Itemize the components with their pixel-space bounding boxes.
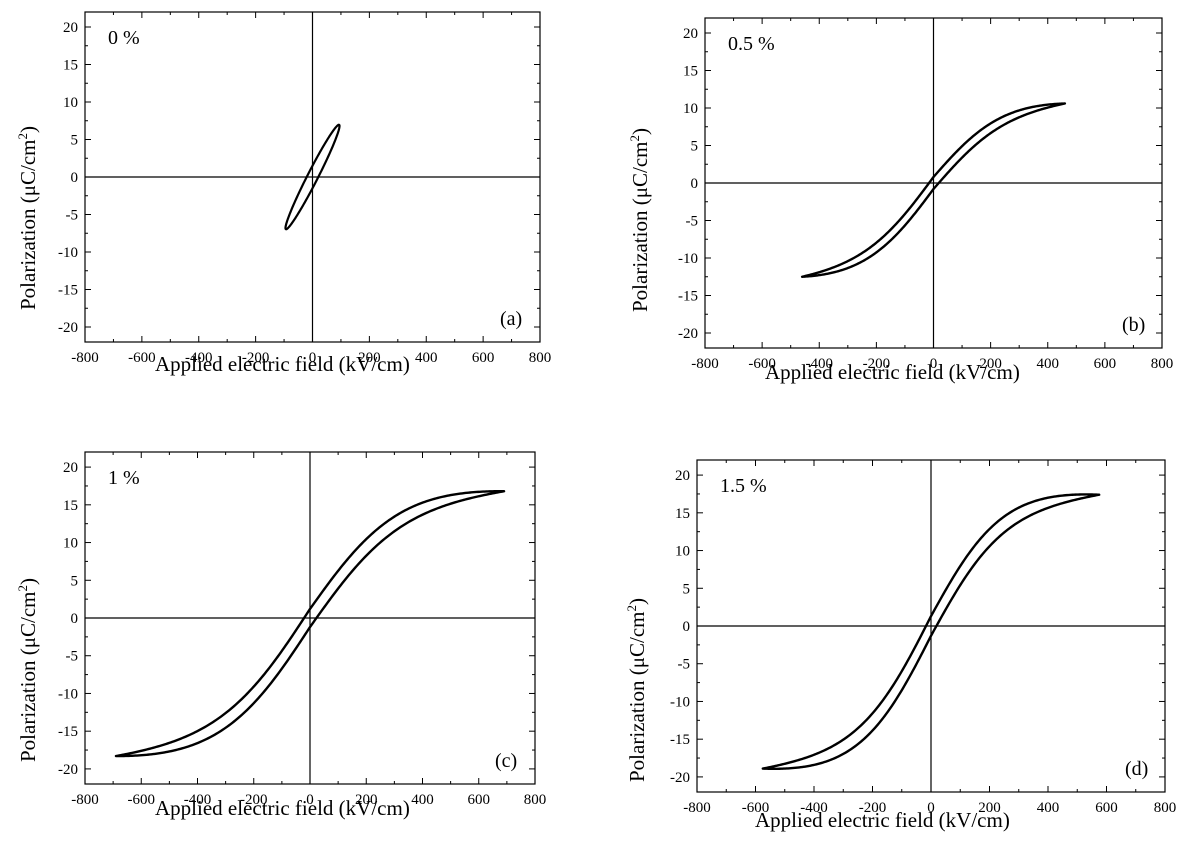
x-tick-label: 600 — [472, 350, 495, 366]
x-tick-label: -800 — [71, 792, 99, 808]
y-tick-label: -15 — [670, 732, 690, 748]
doping-annotation: 0.5 % — [728, 33, 775, 55]
x-tick-label: 800 — [524, 792, 547, 808]
y-tick-label: 5 — [71, 573, 79, 589]
y-tick-label: -5 — [678, 657, 691, 673]
x-tick-label: 400 — [1037, 356, 1060, 372]
x-tick-label: -400 — [800, 800, 828, 816]
x-tick-label: 200 — [358, 350, 381, 366]
y-tick-label: -10 — [58, 245, 78, 261]
y-tick-label: 0 — [683, 619, 691, 635]
doping-annotation: 0 % — [108, 27, 140, 49]
x-tick-label: -600 — [128, 792, 156, 808]
x-tick-label: 800 — [1154, 800, 1177, 816]
x-tick-label: -200 — [863, 356, 891, 372]
x-tick-label: -800 — [71, 350, 99, 366]
x-tick-label: 400 — [1037, 800, 1060, 816]
y-tick-label: -5 — [686, 214, 699, 230]
x-tick-label: -200 — [240, 792, 268, 808]
x-tick-label: 600 — [1094, 356, 1117, 372]
x-tick-label: -800 — [691, 356, 719, 372]
y-tick-label: 10 — [63, 536, 78, 552]
x-tick-label: -400 — [185, 350, 213, 366]
hysteresis-loop — [800, 102, 1067, 278]
y-tick-label: 5 — [683, 581, 691, 597]
panel-label: (b) — [1122, 314, 1145, 336]
y-tick-label: -5 — [66, 208, 79, 224]
y-axis-label: Polarization (μC/cm2) — [15, 126, 40, 310]
x-tick-label: 0 — [309, 350, 317, 366]
y-tick-label: 20 — [63, 20, 78, 36]
y-tick-label: -20 — [678, 326, 698, 342]
y-tick-label: -15 — [58, 724, 78, 740]
y-tick-label: -15 — [678, 289, 698, 305]
x-tick-label: -800 — [683, 800, 711, 816]
y-tick-label: 20 — [683, 26, 698, 42]
plot-d: -800 -600 -400 -200 0 200 400 600 800 20 15 10 5 0 -5 -… — [670, 459, 1176, 816]
x-axis-label: Applied electric field (kV/cm) — [155, 352, 410, 376]
x-tick-label: 400 — [415, 350, 438, 366]
x-tick-label: 600 — [1095, 800, 1118, 816]
y-axis-label: Polarization (μC/cm2) — [15, 578, 40, 762]
x-tick-label: -200 — [859, 800, 887, 816]
y-tick-label: -10 — [58, 686, 78, 702]
x-tick-label: 400 — [411, 792, 434, 808]
y-tick-label: -10 — [678, 251, 698, 267]
x-tick-label: 0 — [927, 800, 935, 816]
plot-a: -800 -600 -400 -200 0 200 400 600 800 20 15 10 5 0 -5 -… — [58, 11, 551, 366]
x-tick-label: 800 — [1151, 356, 1174, 372]
x-tick-label: -400 — [184, 792, 212, 808]
x-tick-label: 600 — [468, 792, 491, 808]
x-axis-label: Applied electric field (kV/cm) — [765, 360, 1020, 384]
x-tick-label: -600 — [128, 350, 156, 366]
panel-label: (c) — [495, 750, 517, 772]
x-tick-label: 0 — [306, 792, 314, 808]
x-tick-label: 200 — [978, 800, 1001, 816]
x-tick-label: 200 — [979, 356, 1002, 372]
y-tick-label: -15 — [58, 283, 78, 299]
x-tick-label: -400 — [806, 356, 834, 372]
x-tick-label: -600 — [748, 356, 776, 372]
y-tick-label: -10 — [670, 694, 690, 710]
x-tick-label: 200 — [355, 792, 378, 808]
y-tick-label: 0 — [691, 176, 699, 192]
y-tick-label: 5 — [71, 133, 79, 149]
y-axis-label: Polarization (μC/cm2) — [624, 598, 649, 782]
y-tick-label: 20 — [675, 468, 690, 484]
x-tick-label: 800 — [529, 350, 552, 366]
hysteresis-loop — [761, 493, 1101, 771]
y-tick-label: 10 — [675, 544, 690, 560]
y-tick-label: 15 — [63, 498, 78, 514]
x-tick-label: 0 — [930, 356, 938, 372]
y-tick-label: 15 — [675, 506, 690, 522]
y-tick-label: -20 — [670, 770, 690, 786]
y-tick-label: 20 — [63, 460, 78, 476]
x-tick-label: -600 — [742, 800, 770, 816]
y-tick-label: 10 — [63, 95, 78, 111]
panel-label: (a) — [500, 308, 522, 330]
y-axis-label: Polarization (μC/cm2) — [627, 128, 652, 312]
hysteresis-loop — [284, 123, 341, 231]
doping-annotation: 1 % — [108, 467, 140, 489]
y-tick-label: 10 — [683, 101, 698, 117]
y-tick-label: 0 — [71, 170, 79, 186]
x-axis-label: Applied electric field (kV/cm) — [755, 808, 1010, 832]
x-tick-label: -200 — [242, 350, 270, 366]
doping-annotation: 1.5 % — [720, 475, 767, 497]
y-tick-label: 15 — [683, 64, 698, 80]
y-tick-label: 0 — [71, 611, 79, 627]
y-tick-label: 15 — [63, 58, 78, 74]
plot-b: -800 -600 -400 -200 0 200 400 600 800 20 15 10 5 0 -5 -… — [678, 17, 1173, 372]
panel-label: (d) — [1125, 758, 1148, 780]
plot-c: -800 -600 -400 -200 0 200 400 600 800 20 15 10 5 0 -5 -… — [58, 451, 546, 808]
y-tick-label: -20 — [58, 320, 78, 336]
y-tick-label: 5 — [691, 139, 699, 155]
y-tick-label: -5 — [66, 649, 79, 665]
y-tick-label: -20 — [58, 762, 78, 778]
x-axis-label: Applied electric field (kV/cm) — [155, 796, 410, 820]
hysteresis-loop — [114, 490, 506, 758]
